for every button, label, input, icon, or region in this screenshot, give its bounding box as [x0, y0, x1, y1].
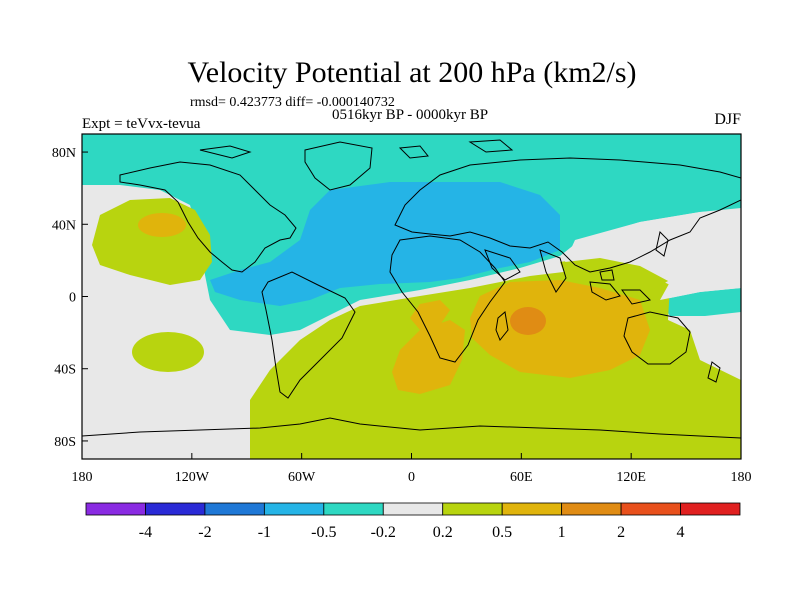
- region-nw-pacific-neutral: [565, 208, 741, 300]
- y-tick-label: 80N: [52, 146, 76, 161]
- colorbar-label: -2: [198, 524, 211, 541]
- colorbar-swatch: [382, 502, 444, 516]
- colorbar-label: 0.5: [492, 524, 512, 541]
- colorbar-swatch: [263, 502, 325, 516]
- colorbar-swatch: [680, 502, 741, 516]
- coastline-antarctica: [82, 417, 741, 439]
- region-south-atlantic-positive: [392, 320, 465, 394]
- region-central-africa-positive: [410, 300, 450, 330]
- coastline-south-america: [261, 271, 356, 399]
- colorbar-swatch: [85, 502, 146, 516]
- period-label: 0516kyr BP - 0000kyr BP: [332, 107, 488, 123]
- coastline-southeast-asia: [589, 269, 651, 305]
- region-indian-ocean-max: [510, 307, 546, 335]
- coastlines: [82, 139, 741, 439]
- colorbar-swatch: [442, 502, 503, 516]
- x-tick-label: 120W: [175, 470, 210, 485]
- region-east-pacific-cyan: [660, 288, 741, 316]
- region-north-pacific-core: [138, 213, 186, 237]
- colorbar-label: 2: [617, 524, 625, 541]
- experiment-label: Expt = teVvx-tevua: [82, 116, 201, 132]
- chart-title: Velocity Potential at 200 hPa (km2/s): [187, 56, 636, 89]
- coastline-greenland: [304, 141, 373, 191]
- coastline-north-america: [119, 161, 297, 273]
- coastline-arctic-islands: [199, 139, 514, 159]
- colorbar-label: -4: [139, 524, 152, 541]
- stats-line: rmsd= 0.423773 diff= -0.000140732: [190, 95, 395, 110]
- colorbar-label: 0.2: [433, 524, 453, 541]
- coastline-madagascar: [495, 311, 509, 341]
- colorbar-swatch: [501, 502, 563, 516]
- colorbar-label: -0.2: [371, 524, 396, 541]
- colorbar-label: 1: [558, 524, 566, 541]
- colorbar-label: -0.5: [311, 524, 336, 541]
- coastline-arabia-india: [484, 249, 567, 293]
- x-tick-label: 180: [731, 470, 752, 485]
- y-tick-label: 40S: [54, 363, 76, 378]
- y-tick-label: 0: [69, 291, 76, 306]
- y-tick-label: 80S: [54, 435, 76, 450]
- x-tick-label: 60W: [288, 470, 316, 485]
- x-tick-label: 0: [408, 470, 415, 485]
- x-tick-label: 120E: [616, 470, 646, 485]
- x-tick-label: 180: [72, 470, 93, 485]
- y-tick-label: 40N: [52, 218, 76, 233]
- map-plot-area: [81, 133, 742, 460]
- coastline-africa: [389, 235, 506, 363]
- season-label: DJF: [714, 111, 741, 128]
- colorbar-swatch: [323, 502, 384, 516]
- coastline-new-zealand: [707, 361, 721, 383]
- colorbar-swatch: [145, 502, 206, 516]
- region-south-pacific-positive: [132, 332, 204, 372]
- x-tick-label: 60E: [510, 470, 533, 485]
- coastline-australia: [623, 311, 691, 365]
- colorbar: -4 -2 -1 -0.5 -0.2 0.2 0.5 1 2 4: [85, 502, 741, 541]
- x-axis: 180 120W 60W 0 60E 120E 180: [72, 453, 752, 485]
- region-indian-ocean-positive: [470, 280, 650, 378]
- coastline-eurasia: [394, 157, 741, 273]
- colorbar-swatch: [204, 502, 265, 516]
- colorbar-swatch: [561, 502, 622, 516]
- colorbar-label: 4: [677, 524, 685, 541]
- colorbar-label: -1: [258, 524, 271, 541]
- y-axis: 80N 40N 0 40S 80S: [52, 146, 88, 450]
- colorbar-swatch: [620, 502, 681, 516]
- coastline-japan: [655, 231, 669, 257]
